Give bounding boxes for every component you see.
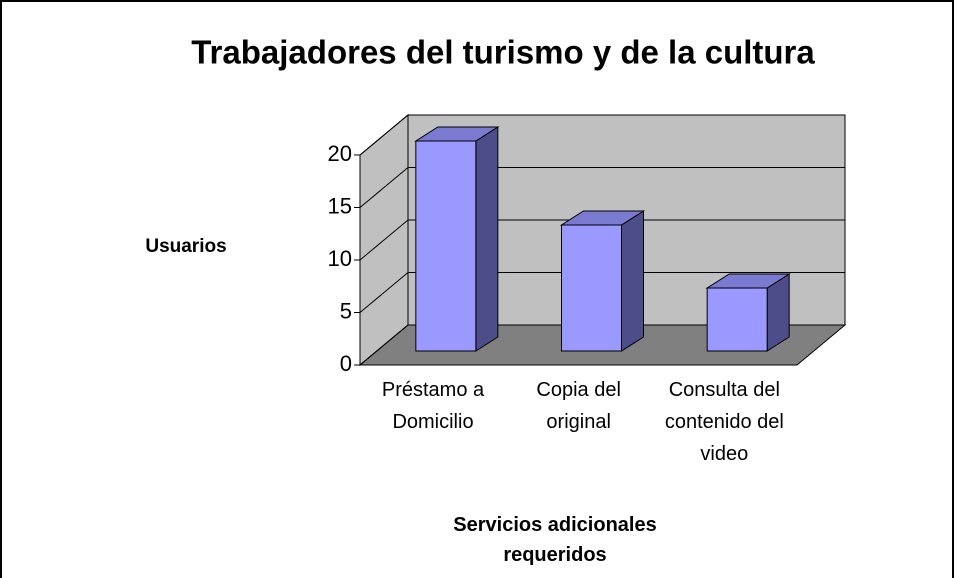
grid-line xyxy=(359,219,845,261)
y-tick-label: 0 xyxy=(340,351,352,376)
bar xyxy=(706,287,768,352)
bar-side xyxy=(621,210,644,352)
grid-line xyxy=(359,167,845,208)
bar xyxy=(415,140,477,352)
y-tick-label: 5 xyxy=(340,298,352,323)
x-tick-label: Préstamo a Domicilio xyxy=(381,379,485,433)
x-tick-label: Copia del original xyxy=(536,379,621,433)
bar xyxy=(561,224,622,352)
y-tick-label: 15 xyxy=(328,193,352,218)
y-axis-title: Usuarios xyxy=(145,236,226,257)
grid-line xyxy=(359,272,845,313)
bar-side xyxy=(475,126,499,352)
grid-line xyxy=(359,114,845,156)
y-tick-label: 20 xyxy=(328,141,352,166)
y-tick-label: 10 xyxy=(328,246,352,271)
x-axis-title: Servicios adicionales requeridos xyxy=(453,514,657,566)
x-tick-label: Consulta del contenido del video xyxy=(664,379,784,465)
grid-line xyxy=(359,324,845,366)
chart-title: Trabajadores del turismo y de la cultura xyxy=(191,34,815,71)
